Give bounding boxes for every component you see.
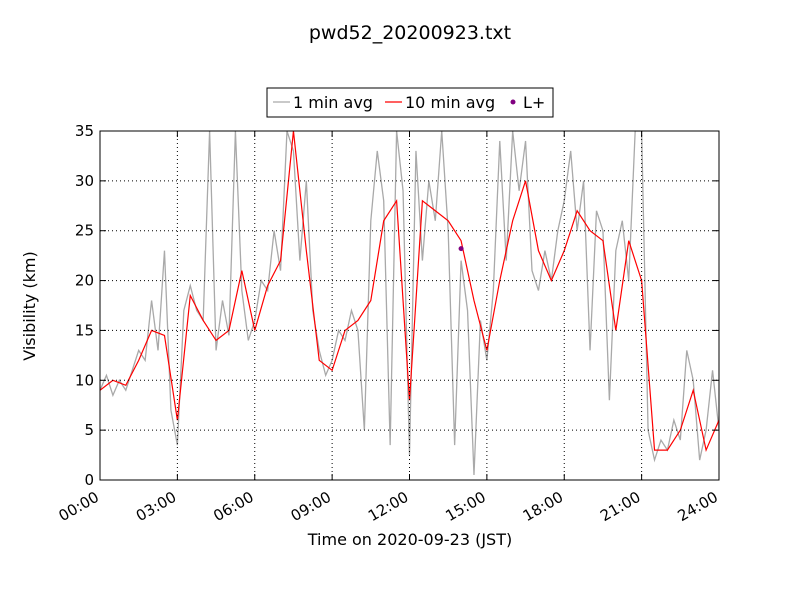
data-line [100, 131, 719, 453]
y-tick-label: 25 [75, 222, 94, 240]
y-tick-label: 10 [75, 371, 94, 389]
data-point [458, 246, 464, 252]
y-axis-label: Visibility (km) [20, 251, 39, 360]
legend-label: 1 min avg [293, 93, 373, 112]
y-tick-label: 30 [75, 172, 94, 190]
legend-swatch [510, 99, 516, 105]
y-tick-label: 15 [75, 321, 94, 339]
legend-box [266, 87, 554, 118]
y-tick-label: 5 [84, 421, 94, 439]
x-axis-label: Time on 2020-09-23 (JST) [307, 530, 512, 549]
y-tick-label: 20 [75, 272, 94, 290]
y-tick-label: 35 [75, 122, 94, 140]
legend-label: L+ [523, 93, 545, 112]
legend-label: 10 min avg [405, 93, 495, 112]
y-tick-label: 0 [84, 471, 94, 489]
chart-title: pwd52_20200923.txt [309, 22, 511, 44]
